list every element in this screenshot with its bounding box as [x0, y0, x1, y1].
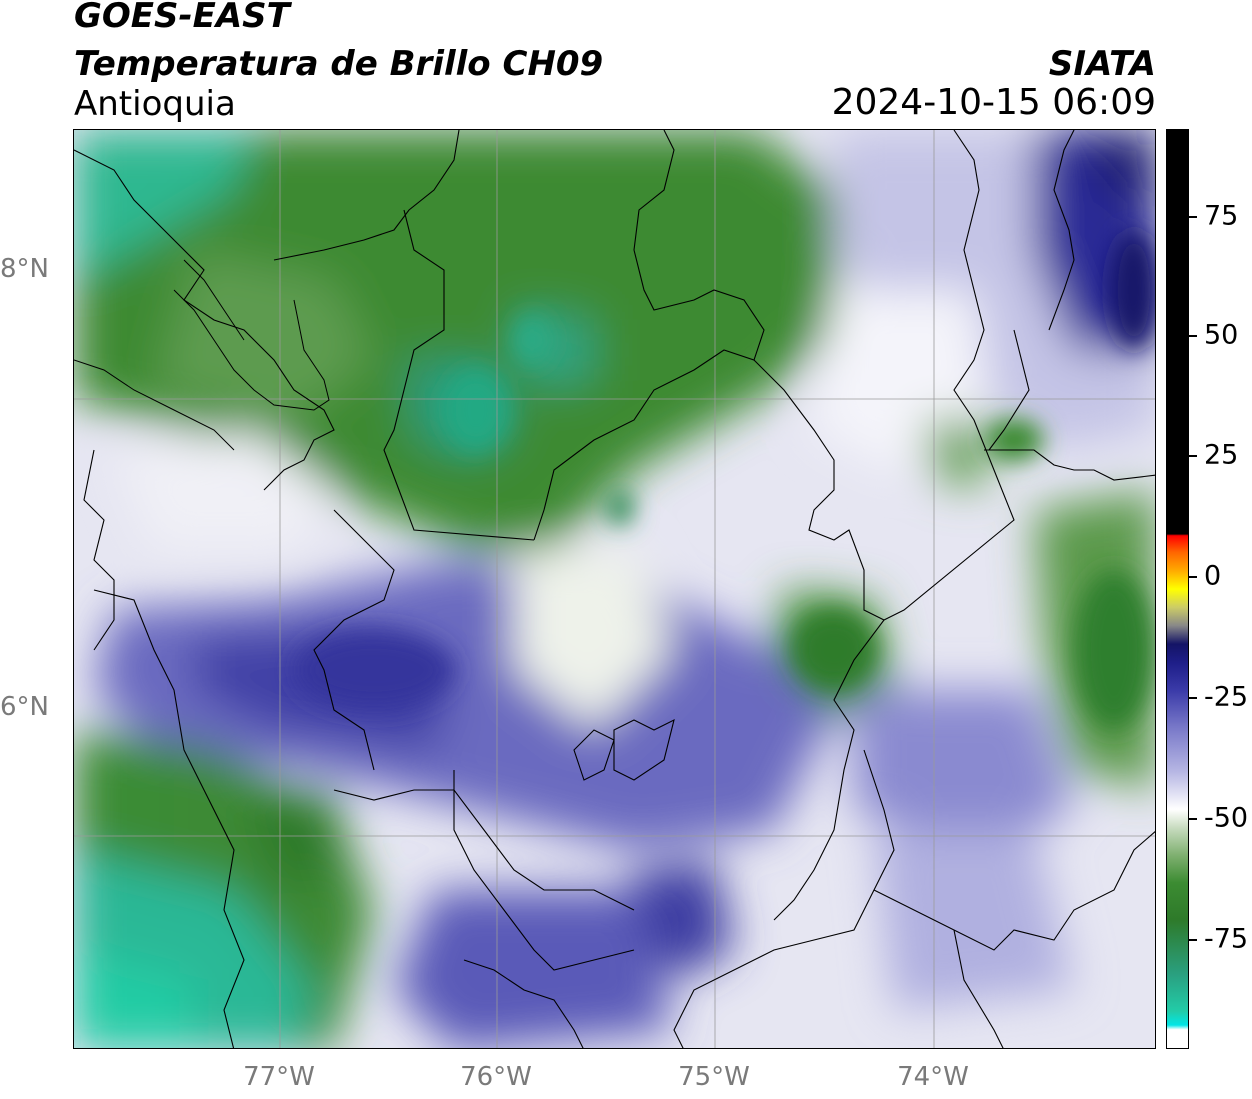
brand-label: SIATA [1048, 44, 1156, 84]
subtitle-region: Antioquia [74, 84, 236, 124]
administrative-boundaries [74, 130, 1155, 1048]
lon-label-77w: 77°W [243, 1062, 315, 1092]
coastline [74, 259, 330, 451]
lat-label-6n: 6°N [0, 692, 49, 722]
colorbar-label-neg25: -25 [1204, 681, 1249, 713]
colorbar-tick-neg75 [1189, 939, 1197, 941]
colorbar-tick-75 [1189, 216, 1197, 218]
map-panel [73, 129, 1156, 1049]
colorbar-label-neg50: -50 [1204, 802, 1249, 834]
colorbar-label-50: 50 [1204, 319, 1239, 351]
colorbar-tick-neg50 [1189, 818, 1197, 820]
colorbar-label-75: 75 [1204, 200, 1239, 232]
colorbar-label-25: 25 [1204, 439, 1239, 471]
colorbar-tick-50 [1189, 335, 1197, 337]
colorbar-tick-0 [1189, 576, 1197, 578]
title-product: Temperatura de Brillo CH09 [74, 44, 604, 84]
graticule [74, 130, 1155, 1048]
brightness-temperature-map [74, 130, 1155, 1048]
title-satellite: GOES-EAST [74, 0, 290, 36]
lon-label-76w: 76°W [460, 1062, 532, 1092]
colorbar-label-neg75: -75 [1204, 923, 1249, 955]
colorbar-tick-neg25 [1189, 697, 1197, 699]
colorbar [1166, 129, 1189, 1049]
timestamp-label: 2024-10-15 06:09 [831, 82, 1156, 123]
colorbar-tick-25 [1189, 455, 1197, 457]
lat-label-8n: 8°N [0, 254, 49, 284]
lon-label-75w: 75°W [678, 1062, 750, 1092]
cloud-cores [294, 230, 1155, 730]
lon-label-74w: 74°W [897, 1062, 969, 1092]
colorbar-label-0: 0 [1204, 560, 1222, 592]
